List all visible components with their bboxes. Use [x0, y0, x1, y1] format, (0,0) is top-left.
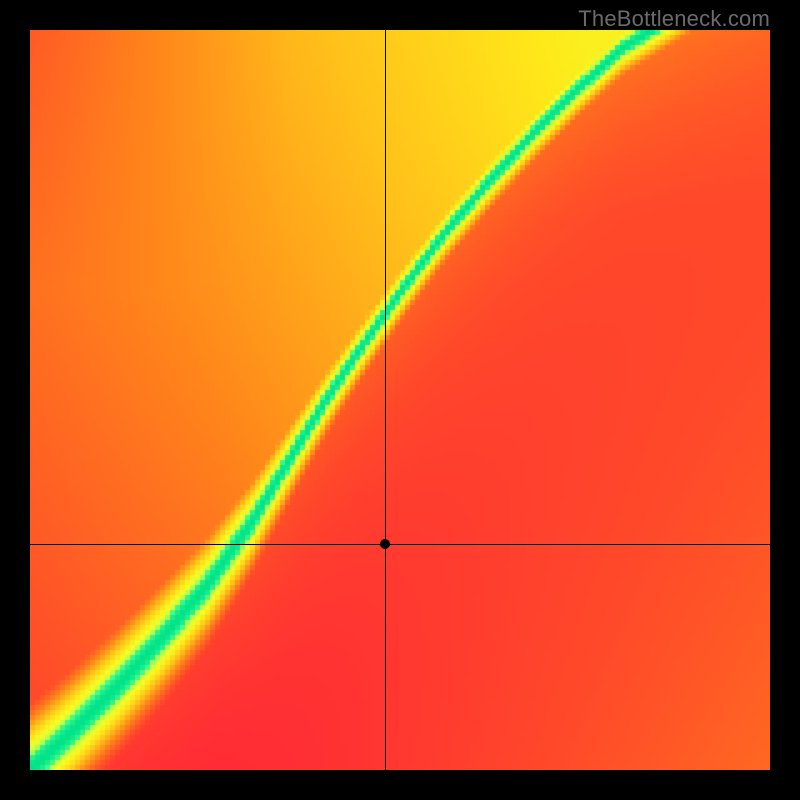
- heatmap-canvas: [30, 30, 770, 770]
- crosshair-horizontal-line: [30, 544, 770, 545]
- watermark-text: TheBottleneck.com: [578, 6, 770, 32]
- chart-container: TheBottleneck.com: [0, 0, 800, 800]
- crosshair-vertical-line: [385, 30, 386, 770]
- crosshair-marker-dot: [380, 539, 390, 549]
- heatmap-plot-area: [30, 30, 770, 770]
